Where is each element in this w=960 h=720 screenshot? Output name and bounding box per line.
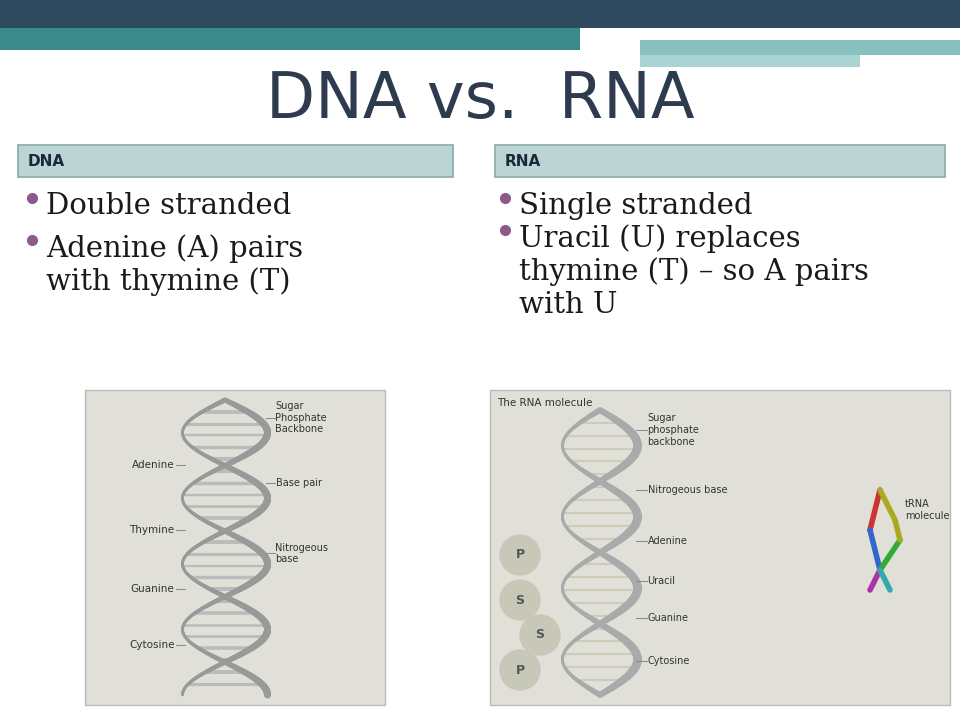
Bar <box>640 55 860 67</box>
Bar <box>0 0 960 28</box>
Text: The RNA molecule: The RNA molecule <box>497 398 592 408</box>
Text: Guanine: Guanine <box>647 613 688 623</box>
FancyBboxPatch shape <box>495 145 945 177</box>
Text: S: S <box>516 593 524 606</box>
Circle shape <box>500 650 540 690</box>
FancyBboxPatch shape <box>18 145 453 177</box>
Circle shape <box>500 580 540 620</box>
Text: Double stranded: Double stranded <box>46 192 291 220</box>
FancyBboxPatch shape <box>85 390 385 705</box>
Bar <box>640 40 960 55</box>
Text: Adenine (A) pairs
with thymine (T): Adenine (A) pairs with thymine (T) <box>46 234 303 296</box>
Text: Uracil: Uracil <box>647 576 676 586</box>
Text: Adenine: Adenine <box>647 536 687 546</box>
Text: Thymine: Thymine <box>130 525 175 535</box>
Circle shape <box>520 615 560 655</box>
Text: Nitrogeous
base: Nitrogeous base <box>276 543 328 564</box>
Text: Sugar
phosphate
backbone: Sugar phosphate backbone <box>647 413 700 446</box>
FancyBboxPatch shape <box>490 390 950 705</box>
Text: tRNA
molecule: tRNA molecule <box>905 499 949 521</box>
Text: Nitrogeous base: Nitrogeous base <box>647 485 727 495</box>
Text: Base pair: Base pair <box>276 477 322 487</box>
Text: DNA vs.  RNA: DNA vs. RNA <box>266 69 694 131</box>
Text: P: P <box>516 549 524 562</box>
Text: Cytosine: Cytosine <box>129 640 175 650</box>
Text: P: P <box>516 664 524 677</box>
Text: Single stranded: Single stranded <box>519 192 753 220</box>
Text: Sugar
Phosphate
Backbone: Sugar Phosphate Backbone <box>276 401 327 434</box>
Text: Guanine: Guanine <box>131 584 175 594</box>
Text: DNA: DNA <box>28 153 65 168</box>
Text: Uracil (U) replaces
thymine (T) – so A pairs
with U: Uracil (U) replaces thymine (T) – so A p… <box>519 224 869 318</box>
Circle shape <box>500 535 540 575</box>
Text: Cytosine: Cytosine <box>647 656 690 666</box>
Bar <box>0 28 580 50</box>
Text: S: S <box>536 629 544 642</box>
Text: Adenine: Adenine <box>132 460 175 470</box>
Text: RNA: RNA <box>505 153 541 168</box>
